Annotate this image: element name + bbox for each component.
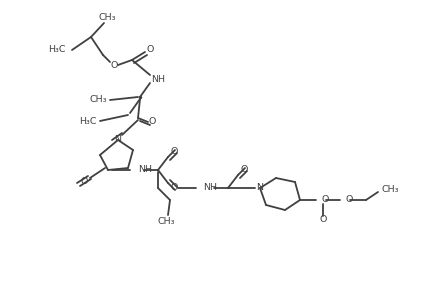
Text: O: O [319,216,327,225]
Text: O: O [345,195,352,205]
Text: O: O [148,118,156,127]
Text: CH₃: CH₃ [98,14,116,23]
Text: NH: NH [203,184,217,192]
Text: O: O [110,60,118,69]
Text: N: N [256,184,263,192]
Text: NH: NH [151,75,165,84]
Text: O: O [80,177,88,186]
Text: CH₃: CH₃ [381,186,399,194]
Text: O: O [146,45,154,53]
Text: H₃C: H₃C [79,116,97,125]
Text: CH₃: CH₃ [89,95,107,105]
Text: O: O [170,184,178,192]
Text: O: O [322,195,329,205]
Text: N: N [115,136,122,144]
Text: H₃C: H₃C [48,45,66,55]
Text: O: O [170,147,178,157]
Text: O: O [240,166,248,175]
Text: CH₃: CH₃ [157,218,175,227]
Text: NH: NH [138,166,152,175]
